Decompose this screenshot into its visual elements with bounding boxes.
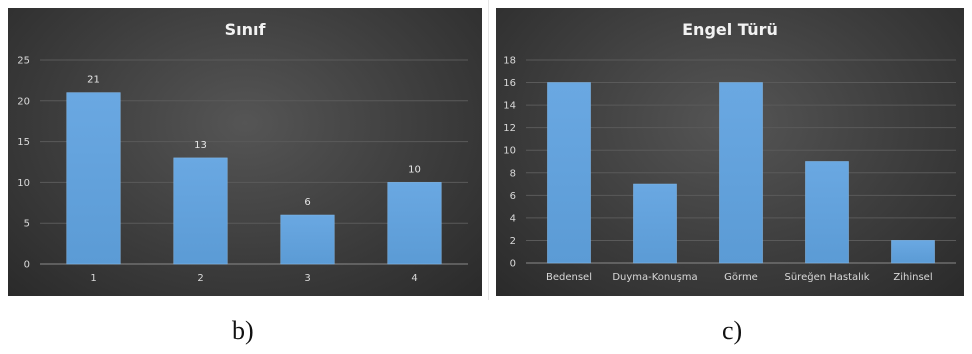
y-tick-label: 20: [17, 96, 30, 107]
data-label: 10: [408, 164, 421, 175]
x-tick-label: 1: [90, 273, 96, 284]
chart-engel-turu: Engel Türü 0 2 4 6 8 10 12 14 16 18 Bedensel Duyma-K…: [503, 20, 956, 283]
y-tick-label: 12: [503, 123, 516, 134]
x-tick-label: Süreğen Hastalık: [785, 271, 870, 283]
sheet-gridline: [488, 0, 489, 300]
x-tick-label: 3: [304, 273, 310, 284]
bar-sinif-1: [66, 92, 121, 265]
caption-b: b): [232, 316, 254, 345]
chart-sinif: Sınıf 0 5 10 15 20 25 1 21 2 13 3 6 4 10: [17, 20, 468, 284]
x-tick-label: Zihinsel: [893, 272, 932, 283]
data-label: 6: [304, 197, 310, 208]
x-tick-label: Bedensel: [546, 272, 592, 283]
y-tick-label: 16: [503, 78, 516, 89]
data-label: 13: [194, 140, 207, 151]
bar-engel-3: [719, 82, 763, 264]
data-label: 21: [87, 75, 100, 86]
chart-panel-engel-turu: Engel Türü 0 2 4 6 8 10 12 14 16 18 Bedensel Duyma-K…: [496, 8, 964, 296]
y-tick-label: 6: [510, 191, 516, 202]
y-tick-label: 15: [17, 137, 30, 148]
y-tick-label: 0: [24, 260, 30, 271]
x-tick-label: Görme: [724, 272, 758, 283]
x-tick-label: 4: [411, 273, 417, 284]
bar-sinif-2: [173, 157, 228, 265]
bar-engel-1: [547, 82, 591, 264]
bar-engel-2: [633, 183, 677, 264]
caption-c: c): [722, 316, 743, 345]
y-tick-label: 4: [510, 213, 516, 224]
bar-sinif-4: [387, 182, 442, 265]
y-tick-label: 14: [503, 101, 516, 112]
chart-title: Engel Türü: [682, 20, 778, 39]
y-tick-label: 18: [503, 56, 516, 67]
bar-sinif-3: [280, 214, 335, 265]
y-tick-label: 10: [503, 146, 516, 157]
y-tick-label: 5: [24, 219, 30, 230]
chart-title: Sınıf: [225, 20, 267, 39]
chart-panel-sinif: Sınıf 0 5 10 15 20 25 1 21 2 13 3 6 4 10: [8, 8, 482, 296]
y-tick-label: 25: [17, 56, 30, 67]
y-tick-label: 8: [510, 168, 516, 179]
bar-engel-4: [805, 161, 849, 264]
y-tick-label: 10: [17, 178, 30, 189]
x-tick-label: 2: [197, 273, 203, 284]
bar-engel-5: [891, 240, 935, 264]
x-tick-label: Duyma-Konuşma: [612, 272, 697, 283]
y-tick-label: 2: [510, 236, 516, 247]
y-tick-label: 0: [510, 259, 516, 270]
